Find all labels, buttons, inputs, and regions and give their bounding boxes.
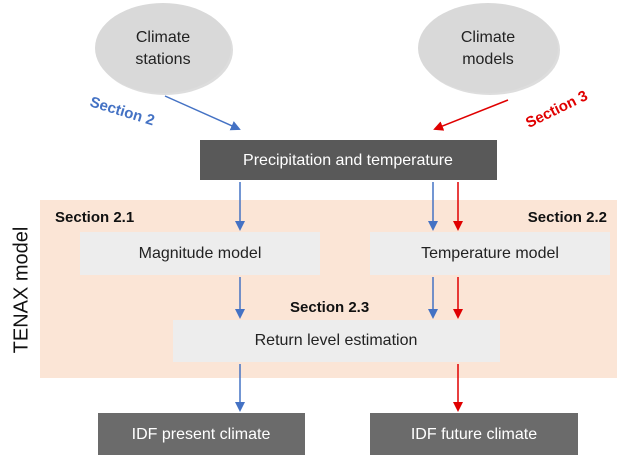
input-label: Precipitation and temperature (243, 152, 453, 169)
input-box (200, 140, 497, 180)
model-label: TENAX model (10, 227, 32, 354)
arrow (433, 99, 509, 131)
model-box (173, 320, 500, 362)
arrows (235, 182, 463, 412)
link-label: Section 3 (523, 87, 590, 132)
source-label: Climate (136, 29, 190, 46)
section-label: Section 2.3 (290, 299, 369, 316)
source-label: models (462, 51, 514, 68)
section-label: Section 2.2 (528, 209, 607, 226)
source-label: Climate (461, 29, 515, 46)
model-box (80, 232, 320, 275)
box-label: Magnitude model (139, 245, 262, 262)
source-label: stations (135, 51, 190, 68)
output-label: IDF present climate (132, 426, 271, 443)
source-node (418, 3, 558, 93)
model-box (370, 232, 610, 275)
section-label: Section 2.1 (55, 209, 134, 226)
output-label: IDF future climate (411, 426, 537, 443)
output-box (370, 413, 578, 455)
box-label: Temperature model (421, 245, 559, 262)
source-node (95, 3, 231, 93)
output-box (98, 413, 305, 455)
box-label: Return level estimation (255, 332, 418, 349)
arrow (164, 95, 241, 131)
link-label: Section 2 (88, 94, 157, 130)
